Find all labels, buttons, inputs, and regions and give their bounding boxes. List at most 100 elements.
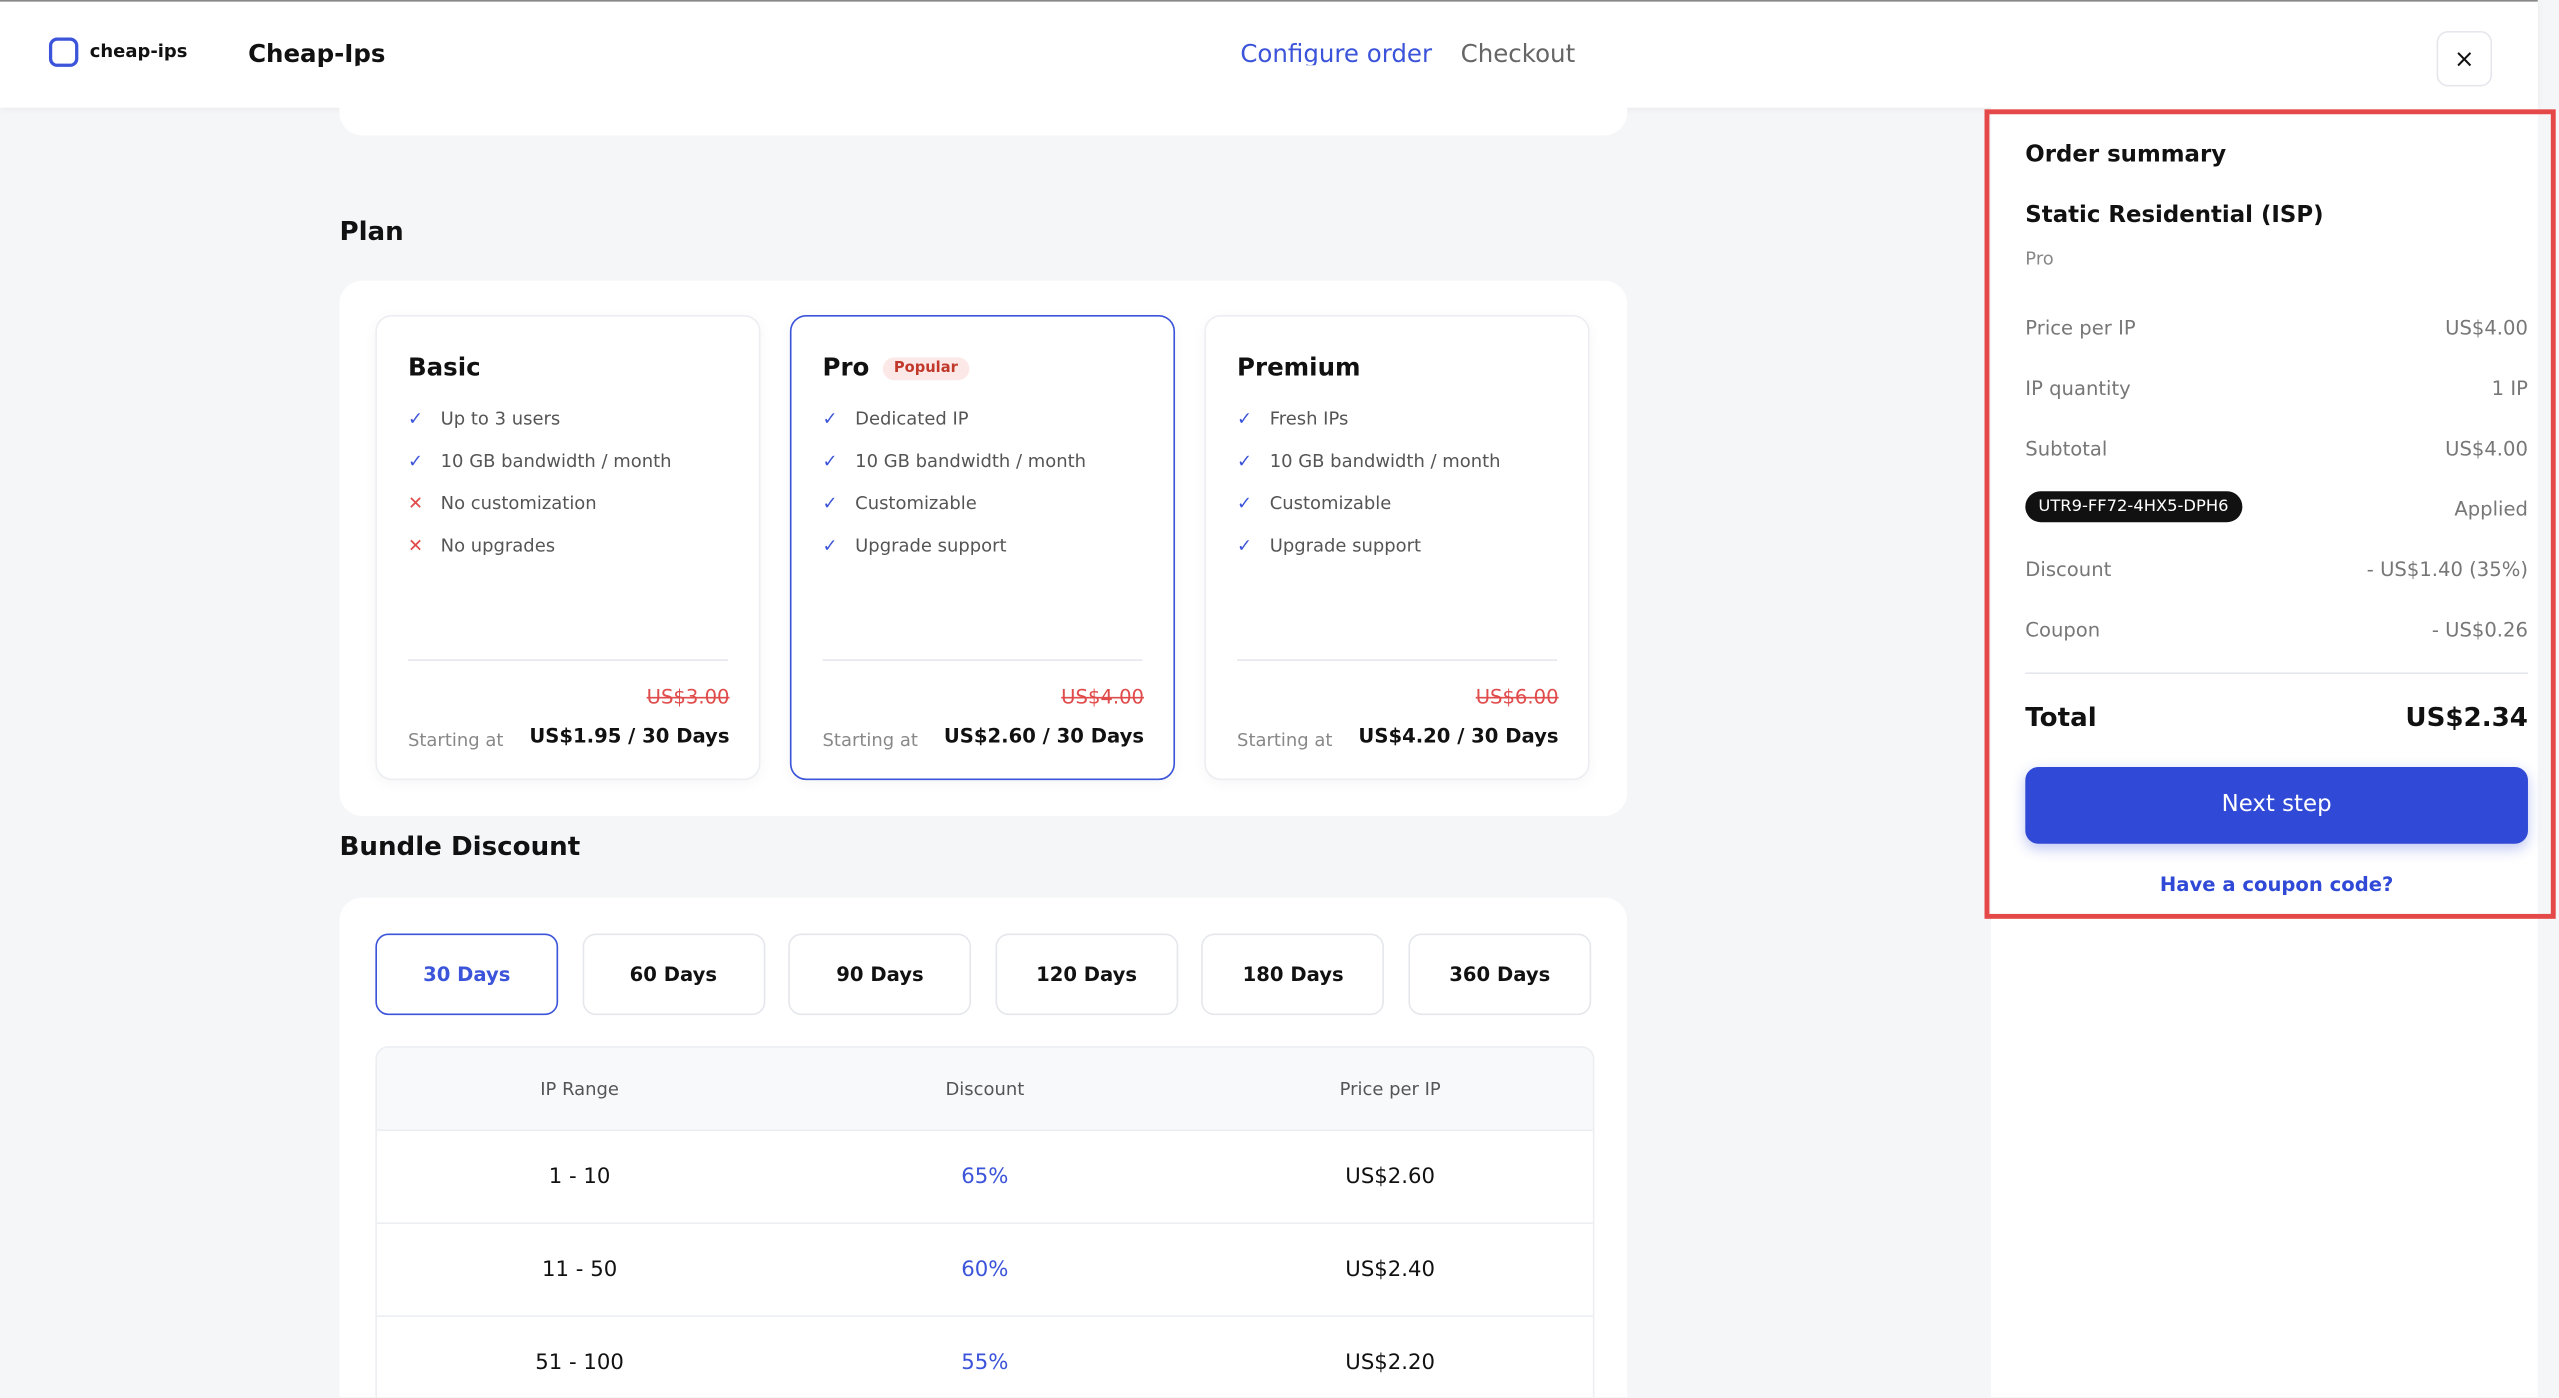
feature-text: Customizable bbox=[1269, 492, 1392, 514]
site-name: Cheap-Ips bbox=[248, 39, 386, 69]
duration-option[interactable]: 90 Days bbox=[788, 933, 972, 1016]
cross-icon: ✕ bbox=[408, 534, 424, 556]
feature: ✓ 10 GB bandwidth / month bbox=[823, 439, 1087, 481]
check-icon: ✓ bbox=[408, 449, 424, 471]
plan-option[interactable]: Basic ✓ Up to 3 users ✓ 10 GB bandwidth / mo… bbox=[375, 314, 761, 781]
feature: ✓ Fresh IPs bbox=[1237, 397, 1501, 439]
summary-line-label: Price per IP bbox=[2025, 316, 2136, 340]
divider bbox=[1237, 659, 1557, 661]
feature: ✕ No upgrades bbox=[408, 524, 672, 566]
table-row: 11 - 50 60% US$2.40 bbox=[376, 1222, 1593, 1316]
feature: ✓ 10 GB bandwidth / month bbox=[1237, 439, 1501, 481]
feature: ✓ Up to 3 users bbox=[408, 397, 672, 439]
feature: ✓ Customizable bbox=[1237, 481, 1501, 523]
plan-card: Basic ✓ Up to 3 users ✓ 10 GB bandwidth / mo… bbox=[339, 280, 1628, 816]
feature-text: Customizable bbox=[855, 492, 977, 514]
feature-text: Upgrade support bbox=[1269, 534, 1422, 556]
divider bbox=[2025, 672, 2528, 675]
total-value: US$2.34 bbox=[2405, 701, 2528, 733]
check-icon: ✓ bbox=[1237, 449, 1253, 471]
feature: ✓ Upgrade support bbox=[823, 524, 1087, 566]
starting-label: Starting at bbox=[408, 729, 504, 751]
feature: ✕ No customization bbox=[408, 481, 672, 523]
table-cell: 11 - 50 bbox=[542, 1257, 618, 1282]
plan-title: Premium bbox=[1237, 352, 1361, 382]
logo-icon bbox=[48, 37, 79, 67]
plan-name: Premium bbox=[1237, 353, 1360, 382]
table-row: 1 - 10 65% US$2.60 bbox=[376, 1129, 1593, 1223]
feature-text: Up to 3 users bbox=[440, 407, 561, 429]
adjustment-label: Coupon bbox=[2025, 618, 2101, 642]
check-icon: ✓ bbox=[1237, 407, 1253, 429]
badge: Popular bbox=[882, 357, 970, 381]
coupon-link[interactable]: Have a coupon code? bbox=[2159, 873, 2394, 896]
tab[interactable]: Checkout bbox=[1460, 39, 1576, 69]
close-button[interactable]: × bbox=[2436, 31, 2493, 87]
section-heading: Bundle Discount bbox=[339, 830, 581, 862]
logo-text: cheap-ips bbox=[89, 40, 188, 63]
column-header: IP Range bbox=[540, 1077, 619, 1100]
feature-text: 10 GB bandwidth / month bbox=[855, 449, 1087, 471]
plan-option[interactable]: Premium ✓ Fresh IPs ✓ 10 GB bandwidth / mont… bbox=[1204, 314, 1590, 781]
total-label: Total bbox=[2025, 701, 2097, 733]
feature: ✓ Dedicated IP bbox=[823, 397, 1087, 439]
check-icon: ✓ bbox=[822, 407, 838, 429]
price: US$2.60 / 30 Days bbox=[943, 724, 1145, 748]
plan-option[interactable]: Pro Popular ✓ Dedicated IP ✓ 10 GB bandwidth … bbox=[789, 314, 1176, 781]
old-price: US$3.00 bbox=[646, 685, 730, 709]
duration-option[interactable]: 360 Days bbox=[1408, 933, 1592, 1016]
card bbox=[339, 65, 1628, 136]
feature-text: Dedicated IP bbox=[855, 407, 969, 429]
coupon-status: Applied bbox=[2454, 497, 2528, 521]
table-cell: 65% bbox=[961, 1164, 1009, 1189]
check-icon: ✓ bbox=[1237, 534, 1253, 556]
table-cell: 55% bbox=[961, 1350, 1009, 1375]
starting-label: Starting at bbox=[822, 729, 918, 751]
summary-line-label: Subtotal bbox=[2025, 437, 2108, 461]
table-cell: US$2.40 bbox=[1345, 1257, 1436, 1282]
plan-title: Basic bbox=[408, 352, 481, 382]
adjustment-value: - US$0.26 bbox=[2431, 618, 2528, 642]
section-heading: Plan bbox=[339, 215, 404, 247]
price: US$1.95 / 30 Days bbox=[529, 724, 730, 748]
plan-title: Pro bbox=[822, 352, 870, 382]
summary-line-value: US$4.00 bbox=[2445, 316, 2528, 340]
table-cell: 1 - 10 bbox=[548, 1164, 611, 1189]
bundle-card: 30 Days 60 Days 90 Days 120 Days 180 Days 360… bbox=[339, 897, 1628, 1397]
discount-table: IP Range Discount Price per IP 1 - 10 65% US$… bbox=[375, 1046, 1595, 1397]
table-cell: US$2.20 bbox=[1345, 1350, 1436, 1375]
column-header: Price per IP bbox=[1339, 1077, 1441, 1100]
feature: ✓ Customizable bbox=[823, 481, 1087, 523]
product-name: Static Residential (ISP) bbox=[2025, 202, 2324, 229]
feature-list: ✓ Dedicated IP ✓ 10 GB bandwidth / month ✓ Cu… bbox=[823, 397, 1087, 567]
check-icon: ✓ bbox=[408, 407, 424, 429]
duration-option[interactable]: 60 Days bbox=[581, 933, 765, 1016]
starting-label: Starting at bbox=[1237, 729, 1333, 751]
feature: ✓ Upgrade support bbox=[1237, 524, 1501, 566]
adjustment-label: Discount bbox=[2025, 558, 2112, 581]
feature-list: ✓ Fresh IPs ✓ 10 GB bandwidth / month ✓ Custo… bbox=[1237, 397, 1501, 567]
duration-option[interactable]: 30 Days bbox=[375, 933, 559, 1016]
feature-text: Fresh IPs bbox=[1269, 407, 1349, 429]
cross-icon: ✕ bbox=[408, 492, 424, 514]
column-header: Discount bbox=[945, 1077, 1025, 1100]
highlight-box bbox=[1984, 109, 2556, 919]
feature-text: 10 GB bandwidth / month bbox=[1269, 449, 1501, 471]
next-step-button[interactable]: Next step bbox=[2025, 767, 2528, 844]
adjustment-value: - US$1.40 (35%) bbox=[2366, 558, 2528, 581]
sidebar: Order summary Static Residential (ISP) Pro… bbox=[1991, 106, 2538, 1397]
plan-name: Basic bbox=[408, 353, 481, 382]
product-tier: Pro bbox=[2025, 248, 2054, 270]
table-cell: US$2.60 bbox=[1345, 1164, 1436, 1189]
check-icon: ✓ bbox=[822, 492, 838, 514]
divider bbox=[408, 659, 728, 661]
table-cell: 60% bbox=[961, 1257, 1009, 1282]
duration-option[interactable]: 180 Days bbox=[1201, 933, 1385, 1016]
price: US$4.20 / 30 Days bbox=[1358, 724, 1559, 748]
table-row: 51 - 100 55% US$2.20 bbox=[376, 1315, 1593, 1397]
feature-text: No upgrades bbox=[440, 534, 556, 556]
table-header: IP Range Discount Price per IP bbox=[377, 1048, 1593, 1130]
duration-option[interactable]: 120 Days bbox=[995, 933, 1178, 1016]
